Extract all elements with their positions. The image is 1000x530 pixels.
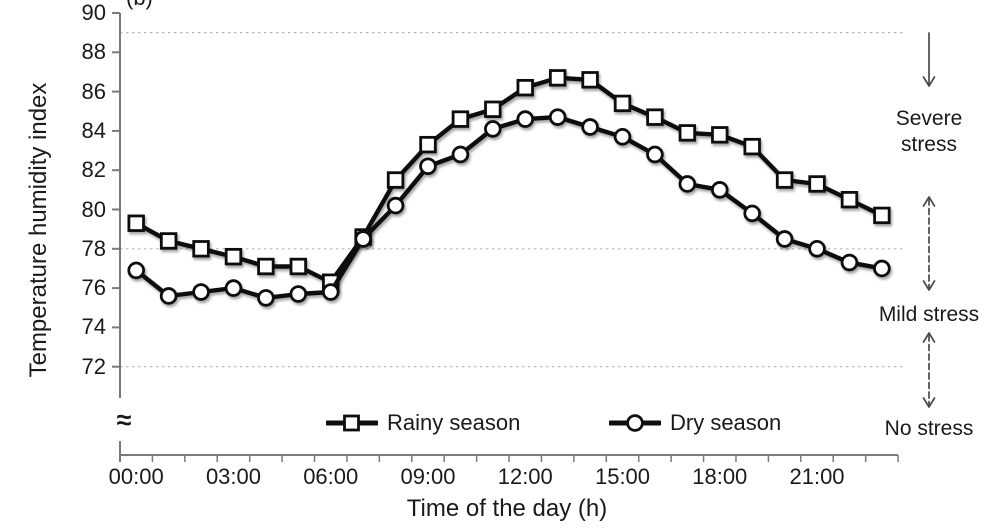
series-line-dry-season — [133, 114, 885, 301]
data-point-dry-season — [646, 145, 664, 164]
y-tick-label-90: 90 — [81, 0, 106, 25]
data-point-rainy-season — [484, 100, 502, 118]
data-point-dry-season — [808, 240, 826, 258]
data-point-dry-season — [678, 175, 697, 193]
y-tick-label-88: 88 — [81, 39, 106, 65]
data-point-dry-season — [354, 230, 372, 248]
arrowhead-icon — [922, 332, 936, 343]
x-axis-title: Time of the day (h) — [406, 495, 608, 522]
y-tick-label-76: 76 — [81, 275, 106, 301]
data-point-dry-season — [516, 110, 535, 128]
data-point-dry-season — [321, 283, 340, 301]
data-point-rainy-season — [873, 206, 891, 225]
data-point-dry-season — [419, 157, 437, 176]
arrowhead-icon — [922, 397, 936, 408]
arrowhead-icon — [922, 76, 936, 87]
data-point-dry-season — [386, 196, 405, 215]
data-point-rainy-season — [678, 124, 697, 142]
data-point-rainy-season — [257, 257, 275, 276]
data-point-rainy-season — [775, 171, 794, 189]
x-tick-label-21:00: 21:00 — [789, 464, 845, 489]
no-stress-label: No stress — [884, 417, 974, 440]
x-tick-label-03:00: 03:00 — [205, 464, 261, 489]
mild-stress-label: Mild stress — [878, 303, 980, 326]
data-point-dry-season — [192, 283, 210, 301]
data-point-dry-season — [743, 204, 761, 223]
x-tick-label-00:00: 00:00 — [108, 464, 164, 489]
data-point-dry-season — [484, 120, 502, 138]
data-point-dry-season — [710, 181, 729, 199]
data-point-dry-season — [257, 289, 275, 307]
x-tick-label-06:00: 06:00 — [303, 464, 359, 489]
data-point-rainy-season — [451, 110, 470, 128]
y-tick-label-86: 86 — [81, 78, 106, 104]
data-point-dry-season — [289, 285, 308, 303]
data-point-dry-season — [873, 259, 891, 278]
y-tick-label-72: 72 — [81, 353, 106, 379]
data-point-rainy-season — [419, 135, 437, 154]
y-tick-label-84: 84 — [81, 117, 106, 143]
data-point-dry-season — [840, 253, 859, 272]
data-point-rainy-season — [711, 126, 729, 144]
data-point-rainy-season — [192, 240, 210, 258]
data-point-rainy-season — [386, 171, 405, 189]
data-point-rainy-season — [646, 108, 664, 126]
y-tick-label-74: 74 — [81, 314, 106, 340]
x-tick-label-12:00: 12:00 — [497, 464, 553, 489]
data-point-dry-season — [159, 287, 178, 305]
data-point-dry-season — [451, 145, 470, 164]
data-point-rainy-season — [127, 214, 145, 232]
series-line-rainy-season — [133, 75, 885, 285]
panel-label: (b) — [126, 0, 153, 10]
data-point-rainy-season — [224, 247, 243, 266]
y-tick-label-80: 80 — [81, 196, 106, 222]
data-point-dry-season — [581, 118, 599, 136]
y-tick-label-82: 82 — [81, 157, 106, 183]
data-point-dry-season — [548, 108, 567, 126]
data-point-rainy-season — [808, 175, 826, 193]
data-point-rainy-season — [743, 137, 761, 156]
data-point-rainy-season — [613, 94, 632, 113]
series-rainy-season — [127, 69, 891, 291]
x-tick-label-15:00: 15:00 — [594, 464, 651, 489]
x-tick-label-18:00: 18:00 — [692, 464, 748, 489]
data-point-rainy-season — [289, 257, 308, 276]
severe-stress-label: Severe stress — [895, 107, 963, 157]
y-axis-break-symbol: ≈ — [116, 405, 132, 435]
x-tick-label-09:00: 09:00 — [400, 464, 456, 489]
data-point-dry-season — [613, 127, 632, 146]
series-dry-season — [127, 108, 891, 307]
data-point-dry-season — [775, 230, 794, 248]
arrowhead-icon — [922, 196, 936, 207]
data-point-rainy-season — [581, 71, 599, 89]
data-point-rainy-season — [516, 78, 534, 97]
data-point-rainy-season — [159, 232, 178, 250]
y-tick-label-78: 78 — [81, 235, 106, 261]
data-point-rainy-season — [840, 190, 859, 209]
data-point-rainy-season — [548, 69, 567, 87]
data-point-dry-season — [127, 261, 146, 280]
arrowhead-icon — [922, 280, 936, 291]
data-point-dry-season — [224, 279, 243, 297]
